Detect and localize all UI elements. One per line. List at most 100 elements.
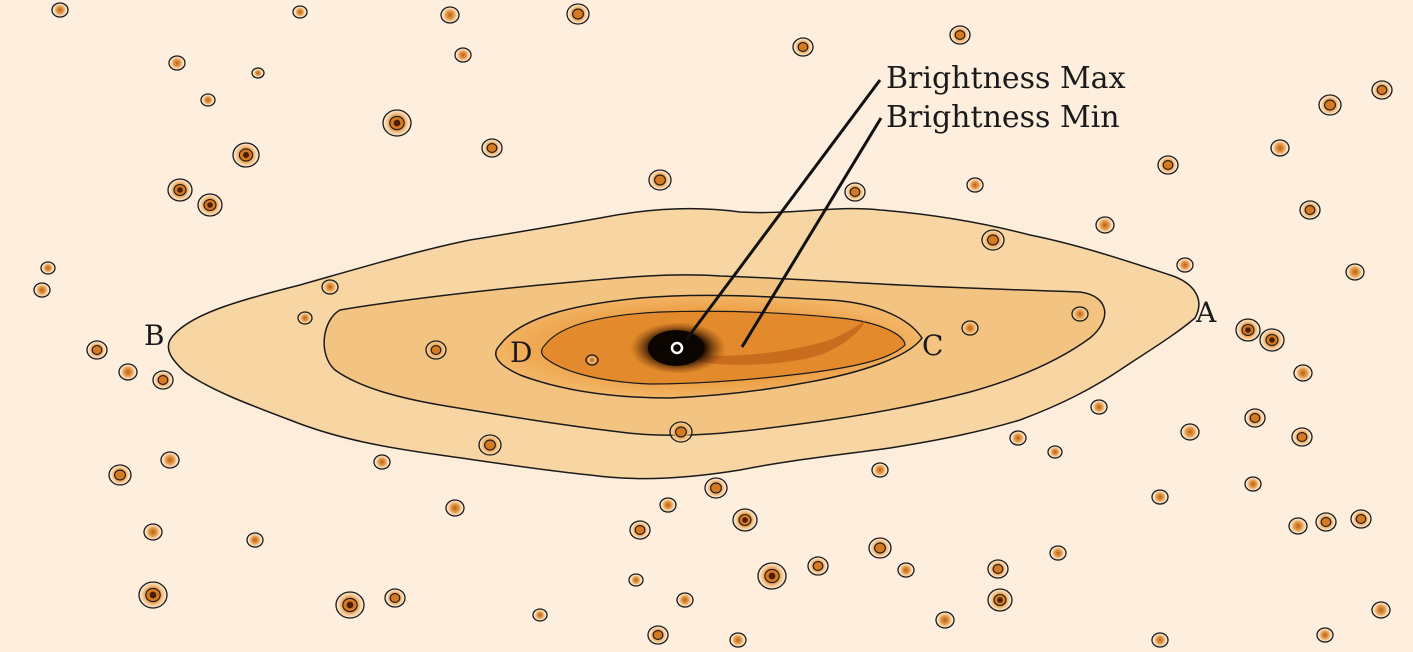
- star-contour: [1151, 489, 1169, 505]
- annotation-lines: [684, 79, 883, 348]
- star-core: [742, 517, 748, 523]
- star-glow: [445, 498, 465, 518]
- star-glow: [1152, 632, 1168, 648]
- star-contour: [966, 177, 984, 193]
- field-star: [949, 24, 971, 46]
- field-star: [1151, 489, 1169, 505]
- star-glow: [160, 450, 180, 470]
- field-star: [807, 555, 829, 577]
- star-inner-contour: [1296, 432, 1308, 442]
- star-glow: [169, 55, 185, 71]
- field-star: [897, 562, 915, 578]
- star-contour: [108, 464, 132, 486]
- star-contour: [961, 320, 979, 336]
- field-star: [868, 536, 892, 560]
- field-star: [167, 177, 193, 203]
- star-glow: [41, 261, 55, 275]
- field-star: [1095, 215, 1115, 235]
- star-contour: [246, 532, 264, 548]
- star-contour: [1157, 155, 1179, 175]
- star-contour: [138, 581, 168, 609]
- star-glow: [660, 497, 676, 513]
- star-contour: [1176, 257, 1194, 273]
- field-star: [1315, 511, 1337, 533]
- star-glow: [533, 608, 547, 622]
- field-star: [566, 2, 590, 26]
- star-contour: [704, 477, 728, 499]
- field-star: [961, 320, 979, 336]
- field-star: [440, 5, 460, 25]
- star-glow: [1177, 257, 1193, 273]
- star-contour: [647, 625, 669, 645]
- field-star: [966, 177, 984, 193]
- star-contour: [1318, 94, 1342, 116]
- field-star: [143, 522, 163, 542]
- star-contour: [292, 5, 308, 19]
- star-contour: [160, 451, 180, 469]
- field-star: [871, 462, 889, 478]
- star-contour: [384, 588, 406, 608]
- field-star: [647, 624, 669, 646]
- star-glow: [730, 632, 746, 648]
- star-contour: [1180, 423, 1200, 441]
- star-glow: [1072, 306, 1088, 322]
- star-core: [207, 202, 213, 208]
- field-star: [585, 354, 599, 366]
- field-star: [33, 282, 51, 298]
- star-glow: [252, 67, 264, 79]
- star-contour: [425, 340, 447, 360]
- star-contour: [585, 354, 599, 366]
- star-inner-contour: [987, 234, 999, 246]
- star-glow: [1317, 627, 1333, 643]
- field-star: [935, 610, 955, 630]
- field-star: [246, 532, 264, 548]
- field-star: [792, 36, 814, 58]
- field-star: [648, 168, 672, 192]
- star-contour: [1371, 80, 1393, 100]
- field-star: [628, 573, 644, 587]
- field-star: [532, 608, 548, 622]
- field-star: [756, 560, 788, 592]
- star-contour: [197, 193, 223, 217]
- star-inner-contour: [652, 630, 664, 640]
- star-inner-contour: [710, 482, 722, 494]
- star-inner-contour: [1320, 517, 1332, 527]
- star-contour: [445, 499, 465, 517]
- star-contour: [1071, 306, 1089, 322]
- star-contour: [1009, 430, 1027, 446]
- star-contour: [629, 520, 651, 540]
- star-contour: [167, 178, 193, 202]
- field-star: [1350, 508, 1372, 530]
- star-inner-contour: [484, 439, 496, 451]
- field-star: [729, 632, 747, 648]
- star-glow: [1245, 476, 1261, 492]
- field-star: [732, 507, 758, 533]
- field-star: [384, 587, 406, 609]
- star-contour: [168, 55, 186, 71]
- star-inner-contour: [1376, 85, 1388, 95]
- star-contour: [868, 537, 892, 559]
- field-star: [197, 192, 223, 218]
- brightness-max-label: Brightness Max: [886, 61, 1126, 96]
- field-star: [108, 463, 132, 487]
- star-inner-contour: [1355, 514, 1367, 524]
- star-contour: [1291, 427, 1313, 447]
- star-contour: [152, 370, 174, 390]
- star-contour: [1270, 139, 1290, 157]
- star-contour: [949, 25, 971, 45]
- field-star: [1293, 363, 1313, 383]
- field-star: [629, 519, 651, 541]
- field-star: [381, 107, 413, 139]
- field-star: [987, 587, 1013, 613]
- star-contour: [440, 6, 460, 24]
- star-glow: [1010, 430, 1026, 446]
- star-glow: [1293, 363, 1313, 383]
- field-star: [704, 476, 728, 500]
- star-glow: [1095, 215, 1115, 235]
- star-contour: [757, 562, 787, 590]
- star-inner-contour: [797, 42, 809, 52]
- field-star: [321, 279, 339, 295]
- star-contour: [40, 261, 56, 275]
- star-inner-contour: [157, 375, 169, 385]
- star-glow: [962, 320, 978, 336]
